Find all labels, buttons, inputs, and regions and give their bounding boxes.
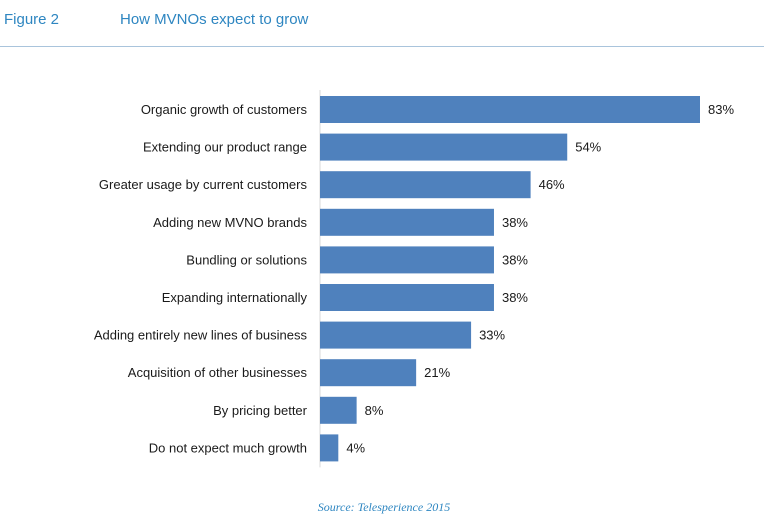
- bar: [320, 284, 494, 311]
- value-label: 21%: [424, 365, 450, 380]
- bar: [320, 396, 357, 424]
- category-label: Organic growth of customers: [141, 102, 308, 117]
- bar: [320, 208, 494, 236]
- value-label: 38%: [502, 215, 528, 230]
- header-divider: [0, 46, 764, 47]
- category-label: Greater usage by current customers: [99, 177, 308, 192]
- category-label: Extending our product range: [143, 140, 307, 155]
- value-label: 38%: [502, 290, 528, 305]
- category-label: By pricing better: [213, 403, 308, 418]
- value-label: 4%: [346, 440, 365, 455]
- category-label: Do not expect much growth: [149, 440, 307, 455]
- bar: [320, 434, 339, 462]
- value-label: 33%: [479, 328, 505, 343]
- source-note: Source: Telesperience 2015: [317, 500, 451, 514]
- value-label: 38%: [502, 252, 528, 267]
- bar: [320, 246, 494, 274]
- category-label: Adding entirely new lines of business: [94, 328, 308, 343]
- bar: [320, 171, 531, 199]
- value-label: 54%: [575, 140, 601, 155]
- value-label: 83%: [708, 102, 734, 117]
- figure-header: Figure 2 How MVNOs expect to grow: [0, 0, 768, 48]
- chart-title: How MVNOs expect to grow: [120, 11, 309, 28]
- bar: [320, 359, 417, 387]
- value-label: 8%: [365, 403, 384, 418]
- bar-chart: Organic growth of customers 83% Extending …: [94, 90, 734, 468]
- bar: [320, 96, 700, 123]
- bar: [320, 133, 568, 161]
- category-label: Acquisition of other businesses: [128, 365, 308, 380]
- category-label: Adding new MVNO brands: [153, 215, 307, 230]
- value-label: 46%: [539, 177, 565, 192]
- figure-label: Figure 2: [4, 11, 60, 28]
- category-label: Bundling or solutions: [186, 252, 307, 267]
- bar: [320, 321, 472, 349]
- category-label: Expanding internationally: [162, 290, 308, 305]
